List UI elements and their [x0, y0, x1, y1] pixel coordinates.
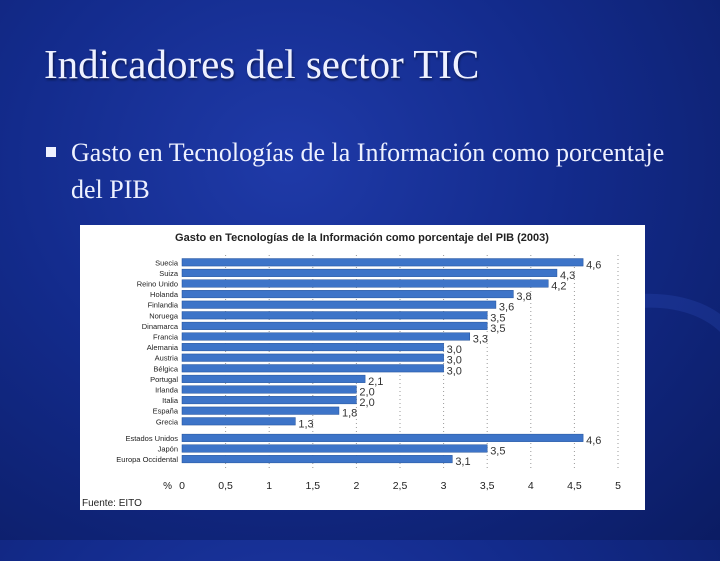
- bar: [181, 343, 444, 352]
- bar: [181, 433, 584, 442]
- chart-bars: Suecia 4,6 Suiza 4,3 Reino Unido 4,2 Holanda 3,…: [116, 258, 601, 468]
- bar-value-label: 4,6: [586, 435, 601, 447]
- bar: [181, 396, 357, 405]
- bar: [181, 417, 296, 426]
- bar: [181, 300, 497, 309]
- category-label: Bélgica: [153, 364, 178, 373]
- x-axis-ticks: 0 0,5 1 1,5 2 2,5 3 3,5 4 4,5 5: [179, 480, 621, 492]
- x-tick-label: 2: [353, 480, 359, 492]
- category-label: España: [153, 407, 179, 416]
- bar-chart: Gasto en Tecnologías de la Información c…: [82, 232, 621, 509]
- bar-value-label: 3,0: [447, 355, 462, 367]
- x-tick-label: 3: [441, 480, 447, 492]
- category-label: Noruega: [149, 311, 179, 320]
- category-label: Italia: [162, 396, 179, 405]
- bar: [181, 455, 453, 464]
- bar-value-label: 3,5: [490, 446, 505, 458]
- bar-value-label: 3,5: [490, 312, 505, 324]
- bar: [181, 385, 357, 394]
- category-label: Europa Occidental: [116, 455, 178, 464]
- bar-value-label: 3,6: [499, 302, 514, 314]
- bar: [181, 321, 488, 330]
- bar-value-label: 3,8: [516, 291, 531, 303]
- x-tick-label: 1,5: [305, 480, 320, 492]
- bullet-marker: [46, 147, 56, 157]
- bar-value-label: 2,0: [359, 387, 374, 399]
- x-tick-label: 5: [615, 480, 621, 492]
- bar: [181, 364, 444, 373]
- category-label: Dinamarca: [142, 322, 179, 331]
- category-label: Austria: [155, 354, 179, 363]
- slide-title: Indicadores del sector TIC: [44, 41, 480, 87]
- category-label: Portugal: [150, 375, 178, 384]
- category-label: Suiza: [159, 269, 179, 278]
- bar-value-label: 1,8: [342, 408, 357, 420]
- category-label: Estados Unidos: [125, 434, 178, 443]
- bar: [181, 290, 514, 299]
- bar: [181, 332, 471, 341]
- category-label: Alemania: [147, 343, 179, 352]
- bar-value-label: 4,3: [560, 270, 575, 282]
- category-label: Francia: [153, 333, 179, 342]
- category-label: Japón: [158, 445, 178, 454]
- bar-value-label: 3,3: [473, 334, 488, 346]
- bar: [181, 258, 584, 267]
- x-tick-label: 1: [266, 480, 272, 492]
- bar: [181, 268, 558, 277]
- category-label: Grecia: [156, 417, 179, 426]
- bar-value-label: 2,1: [368, 376, 383, 388]
- bar: [181, 279, 549, 288]
- x-tick-label: 3,5: [480, 480, 495, 492]
- chart-source: Fuente: EITO: [82, 498, 142, 509]
- category-label: Suecia: [155, 258, 179, 267]
- bar: [181, 374, 366, 383]
- bar: [181, 444, 488, 453]
- category-label: Finlandia: [148, 301, 179, 310]
- category-label: Holanda: [150, 290, 179, 299]
- bar: [181, 406, 340, 415]
- x-tick-label: 4: [528, 480, 534, 492]
- bullet-text: Gasto en Tecnologías de la Información c…: [71, 138, 665, 204]
- bar-value-label: 3,1: [455, 456, 470, 468]
- chart-panel: Gasto en Tecnologías de la Información c…: [80, 225, 645, 510]
- category-label: Irlanda: [155, 386, 179, 395]
- x-tick-label: 2,5: [393, 480, 408, 492]
- bar: [181, 353, 444, 362]
- chart-title: Gasto en Tecnologías de la Información c…: [175, 232, 549, 244]
- bar-value-label: 4,2: [551, 281, 566, 293]
- x-tick-label: 0: [179, 480, 185, 492]
- category-label: Reino Unido: [137, 280, 178, 289]
- bar: [181, 311, 488, 320]
- bar-value-label: 3,0: [447, 344, 462, 356]
- x-tick-label: 0,5: [218, 480, 233, 492]
- x-axis-label: %: [163, 481, 172, 492]
- bar-value-label: 3,0: [447, 365, 462, 377]
- bar-value-label: 1,3: [298, 418, 313, 430]
- x-tick-label: 4,5: [567, 480, 582, 492]
- bar-value-label: 2,0: [359, 397, 374, 409]
- bar-value-label: 3,5: [490, 323, 505, 335]
- bar-value-label: 4,6: [586, 259, 601, 271]
